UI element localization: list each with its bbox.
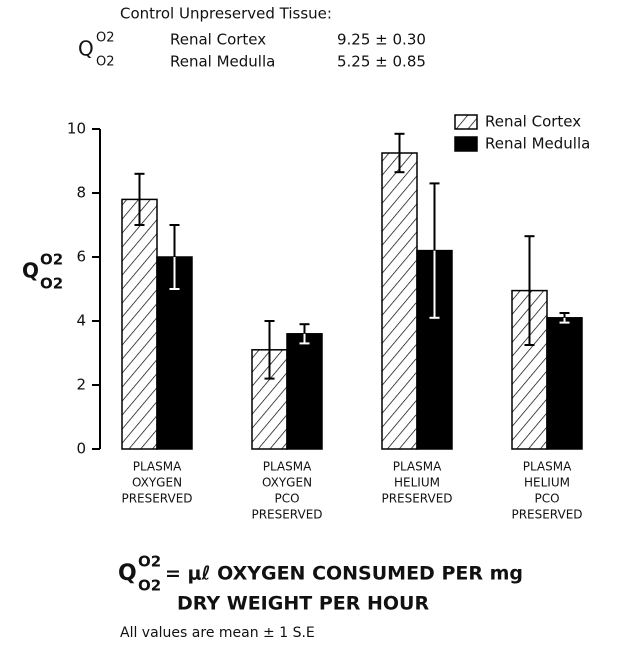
symbol-sup: O2 — [96, 31, 115, 46]
symbol-base: Q — [78, 37, 94, 61]
symbol-sup: O2 — [138, 553, 161, 571]
header-label: Renal Medulla — [170, 53, 275, 71]
header-symbol: Q O2 O2 — [78, 31, 115, 70]
y-tick-label: 10 — [67, 120, 86, 138]
bar — [286, 333, 323, 450]
legend-label: Renal Cortex — [485, 113, 581, 131]
y-axis-label: Q O2 O2 — [22, 251, 63, 293]
error-bar — [559, 312, 570, 324]
symbol-sub: O2 — [138, 577, 161, 595]
header-label: Renal Cortex — [170, 31, 266, 49]
legend-swatch — [454, 136, 478, 152]
y-tick-label: 8 — [76, 184, 86, 202]
x-tick-label: PRESERVED — [121, 492, 192, 506]
symbol-base: Q — [22, 259, 39, 283]
error-bar — [264, 320, 275, 380]
header-value: 5.25 ± 0.85 — [337, 53, 426, 71]
x-tick-label: PRESERVED — [511, 508, 582, 522]
x-tick-label: PLASMA — [263, 460, 312, 474]
x-tick-label: PCO — [534, 492, 559, 506]
symbol-sup: O2 — [40, 251, 63, 269]
header-value: 9.25 ± 0.30 — [337, 31, 426, 49]
bar — [546, 317, 583, 450]
error-bar — [394, 132, 405, 174]
x-tick-label: HELIUM — [394, 476, 440, 490]
y-tick-label: 2 — [76, 376, 86, 394]
y-tick-label: 0 — [76, 440, 86, 458]
symbol-sub: O2 — [96, 55, 115, 70]
symbol-base: Q — [118, 561, 137, 586]
x-tick-label: PLASMA — [523, 460, 572, 474]
legend-label: Renal Medulla — [485, 135, 590, 153]
x-tick-label: HELIUM — [524, 476, 570, 490]
error-bar — [134, 172, 145, 226]
header-title: Control Unpreserved Tissue: — [120, 5, 332, 23]
footer-symbol: Q O2 O2 — [118, 553, 161, 595]
x-tick-label: PRESERVED — [251, 508, 322, 522]
error-bar — [299, 323, 310, 345]
x-tick-label: PLASMA — [133, 460, 182, 474]
y-tick-label: 6 — [76, 248, 86, 266]
error-bar — [524, 235, 535, 346]
legend-swatch — [454, 114, 478, 130]
x-tick-label: PCO — [274, 492, 299, 506]
bar — [121, 198, 158, 450]
error-bar — [169, 224, 180, 290]
bar — [381, 152, 418, 450]
x-tick-label: PLASMA — [393, 460, 442, 474]
x-tick-label: PRESERVED — [381, 492, 452, 506]
x-tick-label: OXYGEN — [132, 476, 182, 490]
footer-definition: = μℓ OXYGEN CONSUMED PER mg — [165, 563, 523, 585]
footer-definition: DRY WEIGHT PER HOUR — [177, 593, 429, 615]
error-bar — [429, 182, 440, 319]
symbol-sub: O2 — [40, 275, 63, 293]
y-tick-label: 4 — [76, 312, 86, 330]
footer-note: All values are mean ± 1 S.E — [120, 625, 315, 641]
x-tick-label: OXYGEN — [262, 476, 312, 490]
